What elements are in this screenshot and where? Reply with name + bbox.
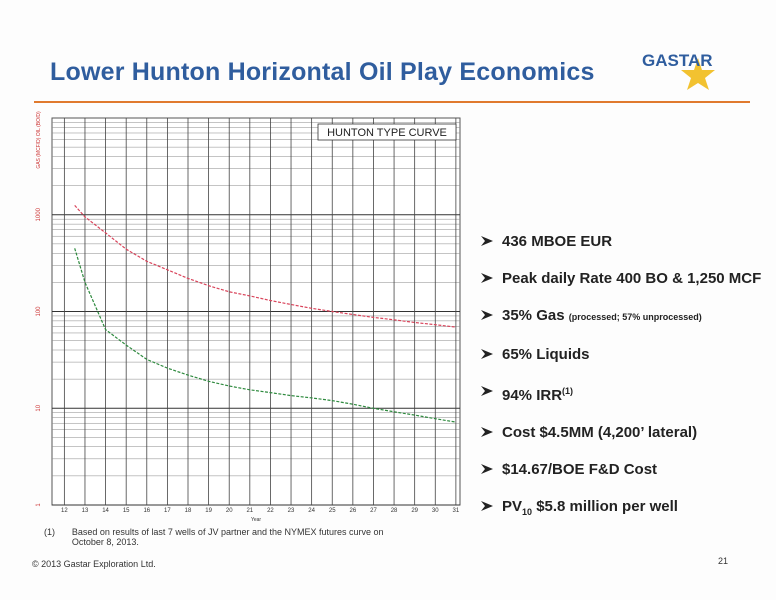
y-tick-label: 100 (36, 306, 42, 317)
bullet-text: 65% Liquids (502, 346, 590, 363)
bullet: Peak daily Rate 400 BO & 1,250 MCF (478, 269, 768, 288)
x-tick-label: 25 (329, 508, 336, 514)
x-tick-label: 23 (288, 508, 295, 514)
bullet: $14.67/BOE F&D Cost (478, 460, 768, 479)
bullet: Cost $4.5MM (4,200’ lateral) (478, 423, 768, 442)
title-rule (34, 101, 750, 103)
chart-title-box (317, 123, 457, 141)
logo-text: GASTAR (642, 51, 713, 70)
type-curve-line (74, 248, 456, 423)
footnote-number: (1) (44, 527, 55, 537)
type-curve-chart: 1 10 100 1000 12 13 14 15 16 17 18 19 20 21 22 23 24 25 26… (36, 111, 461, 523)
bullet-arrow (481, 501, 493, 511)
bullet-text: 10 (522, 507, 533, 517)
bullet-text: PV (502, 498, 523, 515)
copyright: © 2013 Gastar Exploration Ltd. (32, 559, 156, 569)
type-curve-line (74, 204, 456, 328)
x-tick-label: 12 (61, 508, 68, 514)
bullet-arrow (481, 310, 493, 320)
y-tick-label: 1000 (36, 207, 42, 221)
footnote: (1) Based on results of last 7 wells of … (44, 527, 404, 547)
bullet-text: 35% Gas (502, 307, 569, 324)
bullet: PV10 $5.8 million per well (478, 497, 768, 522)
bullet-text: 436 MBOE EUR (502, 233, 613, 250)
bullet-text: (1) (562, 386, 574, 396)
bullet-list: 436 MBOE EUR Peak daily Rate 400 BO & 1,2… (478, 232, 768, 540)
x-tick-label: 28 (391, 508, 398, 514)
x-tick-label: 22 (267, 508, 274, 514)
bullet: 94% IRR(1) (478, 382, 768, 405)
y-axis-label: GAS (MCF/D) OIL (BO/D) (36, 111, 42, 169)
x-tick-label: 18 (185, 508, 192, 514)
x-tick-label: 24 (308, 508, 315, 514)
x-tick-label: 14 (102, 508, 109, 514)
x-tick-label: 27 (370, 508, 377, 514)
slide-title: Lower Hunton Horizontal Oil Play Economi… (50, 58, 595, 86)
bullet-text: Cost $4.5MM (4,200’ lateral) (502, 424, 698, 441)
bullet-arrow (481, 386, 493, 396)
bullet-text: Peak daily Rate 400 BO & 1,250 MCF (502, 270, 762, 287)
bullet-text: 94% IRR (502, 387, 563, 404)
x-tick-label: 30 (432, 508, 439, 514)
x-tick-label: 19 (205, 508, 212, 514)
chart-title: HUNTON TYPE CURVE (327, 127, 447, 139)
y-tick-label: 10 (36, 404, 42, 411)
x-tick-label: 31 (453, 508, 460, 514)
y-tick-label: 1 (36, 503, 42, 507)
logo-star (681, 58, 715, 90)
x-tick-label: 20 (226, 508, 233, 514)
bullet-arrow (481, 236, 493, 246)
bullet: 436 MBOE EUR (478, 232, 768, 251)
x-tick-label: 16 (143, 508, 150, 514)
bullet-text: (processed; 57% unprocessed) (568, 312, 702, 322)
bullet-arrow (481, 273, 493, 283)
bullet-arrow (481, 464, 493, 474)
bullet-arrow (481, 427, 493, 437)
footnote-text: Based on results of last 7 wells of JV p… (71, 527, 384, 547)
x-tick-label: 26 (350, 508, 357, 514)
x-tick-label: 13 (82, 508, 89, 514)
bullet-text: $5.8 million per well (532, 498, 678, 515)
x-tick-label: 21 (246, 508, 253, 514)
bullet: 35% Gas (processed; 57% unprocessed) (478, 306, 768, 327)
x-axis-label: Year (251, 517, 261, 523)
bullet-text: $14.67/BOE F&D Cost (502, 461, 658, 478)
bullet-arrow (481, 349, 493, 359)
x-tick-label: 15 (123, 508, 130, 514)
logo: GASTAR (642, 51, 715, 90)
x-tick-label: 17 (164, 508, 171, 514)
page-number: 21 (718, 556, 729, 566)
x-tick-label: 29 (411, 508, 418, 514)
bullet: 65% Liquids (478, 345, 768, 364)
